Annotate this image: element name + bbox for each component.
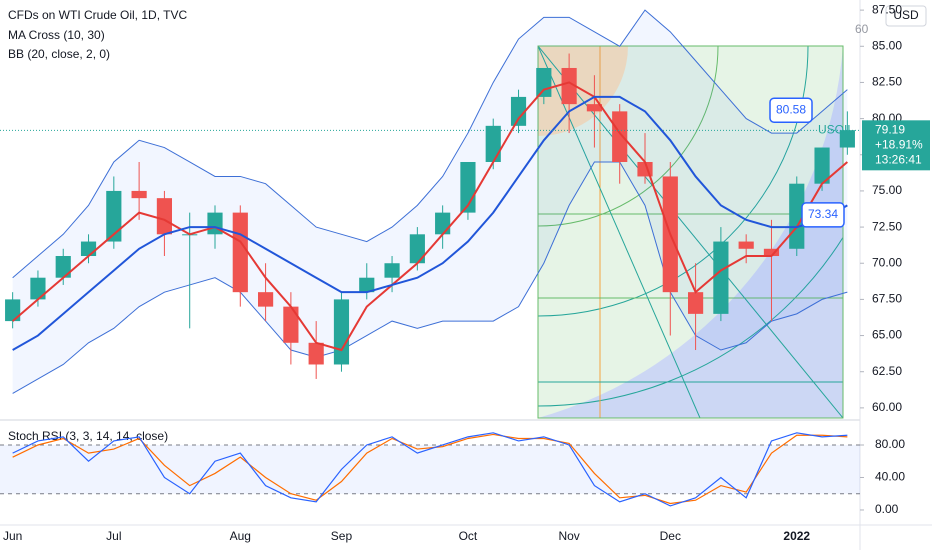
corner-label: 60 [855,22,869,36]
y-tick-label: 75.00 [872,183,902,197]
candle-body [258,292,274,307]
candle-body [561,67,577,105]
osc-line [12,432,848,507]
y-tick-label: 40.00 [875,470,905,484]
candle-body [156,198,172,235]
change: +18.91% [875,137,923,151]
y-tick-label: 87.50 [872,2,902,16]
candle-body [30,277,46,300]
x-tick-label: 2022 [783,529,810,543]
candle-body [839,130,855,148]
candle-body [814,147,830,184]
y-tick-label: 60.00 [872,400,902,414]
candle-body [409,234,425,264]
x-tick-label: Aug [230,529,251,543]
indicator-label: MA Cross (10, 30) [8,28,105,42]
candle-body [55,256,71,278]
candle-body [308,342,324,365]
y-tick-label: 0.00 [875,502,899,516]
candle-body [485,125,501,162]
candle-body [283,306,299,343]
indicator-label: BB (20, close, 2, 0) [8,47,110,61]
candle-body [738,241,754,249]
countdown: 13:26:41 [875,152,922,166]
bb-fill [12,10,848,394]
y-tick-label: 62.50 [872,364,902,378]
bb-line [12,161,848,394]
bb-line [12,9,848,279]
candle-body [510,96,527,126]
candle-body [80,241,97,257]
candle-body [536,67,552,97]
annotation-box [769,97,813,123]
candle-body [131,190,147,199]
osc-line [12,433,848,505]
candle-body [333,299,350,365]
candle-body [612,111,628,162]
price-box [862,120,930,171]
y-tick-label: 70.00 [872,255,902,269]
candle-body [5,299,21,322]
osc-band [0,444,860,494]
y-tick-label: 80.00 [875,437,905,451]
annotation-label: 80.58 [776,102,806,116]
candle-body [586,104,602,112]
candle-body [763,248,780,257]
candle-body [435,212,451,235]
annotation-box [801,202,845,228]
x-tick-label: Sep [331,529,353,543]
x-tick-label: Nov [558,529,579,543]
x-tick-label: Oct [459,529,478,543]
symbol-label: USOIL [818,122,854,136]
oscillator-title: Stoch RSI (3, 3, 14, 14, close) [8,429,168,443]
y-tick-label: 82.50 [872,75,902,89]
y-tick-label: 67.50 [872,292,902,306]
ma-line [12,95,848,351]
fan-line [538,46,701,418]
currency-box[interactable] [885,5,927,27]
ma-line [11,81,849,352]
y-tick-label: 65.00 [872,328,902,342]
last-price: 79.19 [875,122,905,136]
fan-border [537,45,844,419]
x-tick-label: Jun [3,529,22,543]
candle-body [713,241,729,314]
candle-body [384,263,400,278]
annotation-label: 73.34 [808,207,838,221]
y-tick-label: 72.50 [872,219,902,233]
x-tick-label: Dec [660,529,681,543]
chart-title: CFDs on WTI Crude Oil, 1D, TVC [8,8,187,22]
candle-body [359,277,375,293]
x-tick-label: Jul [106,529,121,543]
currency[interactable]: USD [893,8,919,22]
y-tick-label: 85.00 [872,38,902,52]
candle-body [106,190,122,242]
candle-body [688,292,704,314]
candle-body [232,212,248,293]
